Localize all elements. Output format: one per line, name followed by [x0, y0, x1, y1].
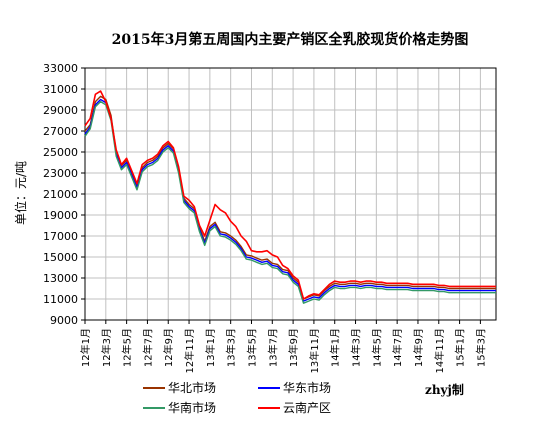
- x-tick-label: 14年9月: [412, 328, 425, 367]
- chart-title: 2015年3月第五周国内主要产销区全乳胶现货价格走势图: [112, 31, 469, 48]
- x-tick-label: 12年1月: [79, 328, 92, 367]
- y-tick-label: 11000: [43, 293, 78, 306]
- x-tick-label: 13年7月: [266, 328, 279, 367]
- y-tick-label: 29000: [43, 104, 78, 117]
- y-axis-ticks: 9000 11000 13000 15000 17000 19000 21000 23000 2…: [43, 62, 85, 327]
- y-tick-label: 21000: [43, 188, 78, 201]
- legend-label: 华南市场: [168, 400, 216, 415]
- series-lines: [84, 90, 496, 304]
- y-tick-label: 13000: [43, 272, 78, 285]
- x-tick-label: 15年3月: [474, 328, 487, 367]
- y-tick-label: 19000: [43, 209, 78, 222]
- y-tick-label: 33000: [43, 62, 78, 75]
- x-tick-label: 14年11月: [433, 328, 446, 373]
- y-tick-label: 9000: [50, 314, 78, 327]
- x-tick-label: 14年3月: [350, 328, 363, 367]
- x-tick-label: 12年7月: [141, 328, 154, 367]
- credit-label: zhyj制: [425, 382, 464, 397]
- y-tick-label: 17000: [43, 230, 78, 243]
- y-tick-label: 27000: [43, 125, 78, 138]
- x-tick-label: 13年3月: [225, 328, 238, 367]
- series-line-1: [84, 98, 496, 302]
- x-tick-label: 14年5月: [370, 328, 383, 367]
- legend-label: 云南产区: [283, 400, 331, 415]
- y-tick-label: 25000: [43, 146, 78, 159]
- x-tick-label: 12年11月: [183, 328, 196, 373]
- x-tick-label: 12年5月: [121, 328, 134, 367]
- legend-label: 华北市场: [168, 380, 216, 395]
- x-axis-ticks: 12年1月 12年3月 12年5月 12年7月 12年9月 12年11月 13年1月 13年3…: [79, 320, 487, 373]
- x-tick-label: 13年9月: [287, 328, 300, 367]
- x-tick-label: 13年5月: [245, 328, 258, 367]
- x-tick-label: 14年7月: [391, 328, 404, 367]
- x-tick-label: 15年1月: [454, 328, 467, 367]
- series-line-3: [84, 90, 496, 300]
- x-tick-label: 13年1月: [204, 328, 217, 367]
- y-tick-label: 15000: [43, 251, 78, 264]
- series-line-2: [84, 100, 496, 304]
- y-tick-label: 23000: [43, 167, 78, 180]
- y-tick-label: 31000: [43, 83, 78, 96]
- x-tick-label: 12年3月: [100, 328, 113, 367]
- grid-lines: [85, 68, 496, 320]
- x-tick-label: 14年1月: [329, 328, 342, 367]
- y-axis-label: 单位：元/吨: [13, 161, 28, 225]
- legend-label: 华东市场: [283, 380, 331, 395]
- x-tick-label: 13年11月: [308, 328, 321, 373]
- x-tick-label: 12年9月: [162, 328, 175, 367]
- series-line-0: [84, 95, 496, 300]
